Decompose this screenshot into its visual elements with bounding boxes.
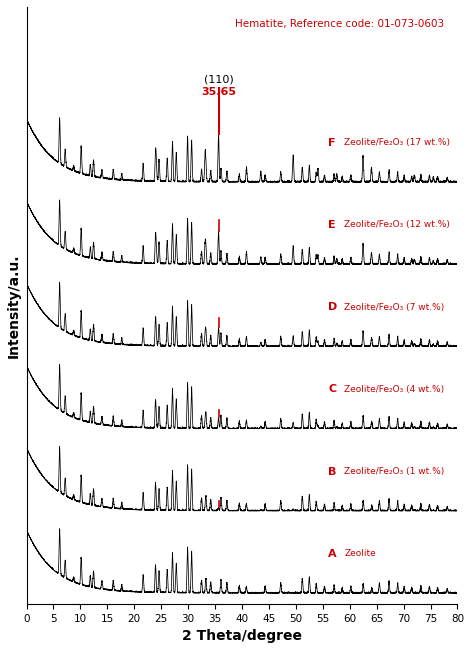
Text: Zeolite/Fe₂O₃ (12 wt.%): Zeolite/Fe₂O₃ (12 wt.%): [344, 220, 450, 229]
Text: C: C: [328, 384, 337, 395]
Text: 35.65: 35.65: [201, 87, 236, 97]
Text: (110): (110): [204, 74, 233, 84]
Text: Zeolite/Fe₂O₃ (1 wt.%): Zeolite/Fe₂O₃ (1 wt.%): [344, 467, 445, 476]
Text: Zeolite: Zeolite: [344, 549, 376, 558]
Text: E: E: [328, 220, 336, 230]
Text: D: D: [328, 302, 337, 312]
Text: F: F: [328, 138, 336, 148]
Text: B: B: [328, 467, 337, 476]
Text: A: A: [328, 549, 337, 559]
Text: Hematite, Reference code: 01-073-0603: Hematite, Reference code: 01-073-0603: [236, 19, 445, 29]
Text: Zeolite/Fe₂O₃ (17 wt.%): Zeolite/Fe₂O₃ (17 wt.%): [344, 138, 450, 148]
X-axis label: 2 Theta/degree: 2 Theta/degree: [182, 629, 302, 643]
Y-axis label: Intensity/a.u.: Intensity/a.u.: [7, 253, 21, 358]
Text: Zeolite/Fe₂O₃ (7 wt.%): Zeolite/Fe₂O₃ (7 wt.%): [344, 303, 445, 311]
Text: Zeolite/Fe₂O₃ (4 wt.%): Zeolite/Fe₂O₃ (4 wt.%): [344, 385, 445, 394]
